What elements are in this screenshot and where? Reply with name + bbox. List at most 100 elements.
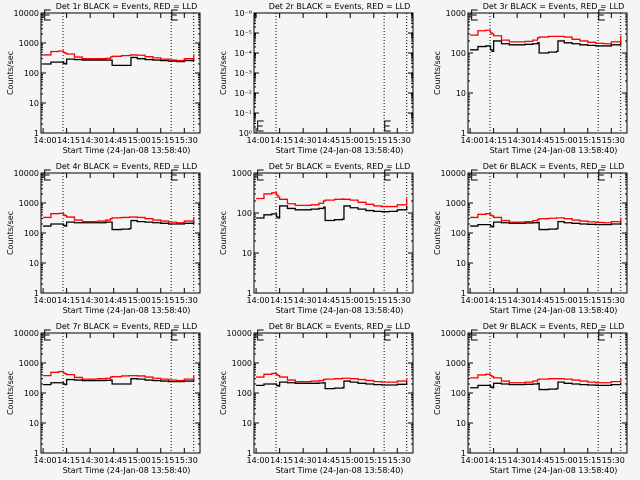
plot-title: Det 7r BLACK = Events, RED = LLD [56,322,198,331]
x-tick-label: 15:30 [602,456,625,465]
y-tick-label: 100 [451,389,466,398]
y-tick-label: 10000 [14,169,39,178]
x-tick-label: 15:15 [364,136,387,145]
y-tick-label: 10⁻¹ [234,109,252,118]
y-tick-label: 1 [461,129,466,138]
x-axis-label: Start Time (24-Jan-08 13:58:40) [276,146,404,155]
y-tick-label: 100 [24,389,39,398]
x-tick-label: 14:15 [484,136,507,145]
y-tick-label: 1000 [19,359,39,368]
y-tick-label: 10 [456,419,466,428]
x-tick-label: 14:00 [247,136,270,145]
x-tick-label: 14:30 [81,136,104,145]
interval-bracket-marker [257,329,264,341]
x-tick-label: 14:45 [104,296,127,305]
x-tick-label: 14:15 [57,456,80,465]
x-tick-label: 15:15 [151,456,174,465]
y-tick-label: 1000 [19,199,39,208]
plot-frame [253,332,414,454]
x-tick-label: 14:45 [104,456,127,465]
plot-frame [467,12,628,134]
x-tick-label: 15:15 [578,136,601,145]
plot-frame [40,332,201,454]
y-tick-label: 1 [34,449,39,458]
plot-title: Det 4r BLACK = Events, RED = LLD [56,162,198,171]
x-tick-label: 14:30 [81,456,104,465]
x-tick-label: 14:30 [81,296,104,305]
x-tick-label: 14:00 [461,296,484,305]
y-axis-label: Counts/sec [433,211,442,255]
y-tick-label: 10 [456,89,466,98]
interval-bracket-marker [44,329,51,341]
y-tick-label: 10⁻⁵ [234,29,252,38]
interval-bracket-marker [384,329,391,341]
x-tick-label: 14:45 [531,456,554,465]
y-tick-label: 1000 [446,359,466,368]
plot-title: Det 9r BLACK = Events, RED = LLD [483,322,625,331]
plot-title: Det 5r BLACK = Events, RED = LLD [269,162,411,171]
x-tick-label: 14:45 [104,136,127,145]
y-axis-label: Counts/sec [6,51,15,95]
interval-bracket-marker [471,329,478,341]
x-axis-label: Start Time (24-Jan-08 13:58:40) [490,146,618,155]
interval-bracket-marker [257,169,264,181]
y-tick-label: 1 [247,289,252,298]
y-tick-label: 10⁻⁶ [234,9,252,18]
lld-rate-line [470,373,622,384]
x-tick-label: 14:30 [294,296,317,305]
plot-panel: Det 4r BLACK = Events, RED = LLD 1 10 100 10… [6,162,201,315]
x-tick-label: 15:30 [388,456,411,465]
y-tick-label: 1000 [446,199,466,208]
x-tick-label: 14:30 [294,456,317,465]
plot-title: Det 1r BLACK = Events, RED = LLD [56,2,198,11]
events-rate-line [470,40,622,54]
x-tick-label: 15:15 [364,456,387,465]
x-tick-label: 14:45 [531,296,554,305]
y-tick-label: 1 [461,289,466,298]
y-axis-label: Counts/sec [219,211,228,255]
plot-frame [253,172,414,294]
x-tick-label: 15:15 [151,296,174,305]
x-tick-label: 14:45 [317,456,340,465]
plot-frame [40,12,201,134]
events-rate-line [470,220,622,231]
x-tick-label: 15:15 [151,136,174,145]
y-axis-label: Counts/sec [6,211,15,255]
x-tick-label: 14:00 [247,296,270,305]
x-tick-label: 15:00 [341,456,364,465]
plot-frame [253,12,414,134]
x-tick-label: 14:15 [484,296,507,305]
lld-rate-line [43,370,195,382]
y-tick-label: 100 [24,69,39,78]
x-tick-label: 15:30 [388,296,411,305]
x-tick-label: 14:00 [247,456,270,465]
interval-bracket-marker [598,169,605,181]
interval-bracket-marker [598,9,605,21]
y-axis-label: Counts/sec [219,51,228,95]
y-tick-label: 100 [24,229,39,238]
x-tick-label: 15:00 [341,136,364,145]
y-tick-label: 10000 [441,169,466,178]
y-tick-label: 10 [242,419,252,428]
plot-panel: Det 8r BLACK = Events, RED = LLD 1 10 100 10… [219,322,414,475]
y-tick-label: 1 [34,289,39,298]
lld-rate-line [470,29,622,45]
y-tick-label: 1 [247,449,252,458]
plot-title: Det 3r BLACK = Events, RED = LLD [483,2,625,11]
y-tick-label: 10000 [227,329,252,338]
interval-bracket-marker [171,169,178,181]
events-rate-line [43,56,195,66]
x-tick-label: 14:30 [508,456,531,465]
x-axis-label: Start Time (24-Jan-08 13:58:40) [63,146,191,155]
y-tick-label: 1 [34,129,39,138]
y-tick-label: 10000 [14,9,39,18]
x-tick-label: 14:15 [270,136,293,145]
x-axis-label: Start Time (24-Jan-08 13:58:40) [490,466,618,475]
x-tick-label: 14:45 [317,296,340,305]
interval-bracket-marker [471,169,478,181]
plot-panel: Det 2r BLACK = Events, RED = LLD 10⁰ 10⁻¹ 1… [219,2,414,155]
y-tick-label: 1000 [232,359,252,368]
x-tick-label: 15:00 [128,296,151,305]
y-tick-label: 10 [456,259,466,268]
x-tick-label: 14:45 [317,136,340,145]
